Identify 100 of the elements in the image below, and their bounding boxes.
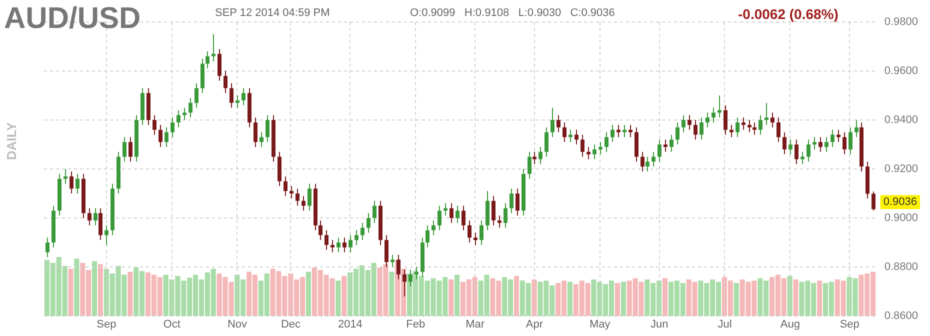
candlestick	[598, 142, 602, 155]
candlestick	[474, 232, 478, 246]
candlestick	[752, 122, 756, 136]
candlestick	[610, 124, 614, 143]
candlestick	[158, 124, 162, 148]
candlestick	[88, 208, 92, 226]
candlestick	[504, 202, 508, 228]
candlestick	[854, 120, 858, 138]
x-tick-label: Jul	[718, 318, 732, 331]
y-tick-label: 0.8600	[884, 310, 918, 322]
candlestick	[556, 114, 560, 133]
candlestick	[324, 230, 328, 250]
candlestick	[640, 151, 644, 172]
candlestick	[438, 205, 442, 231]
x-tick-label: Feb	[406, 318, 426, 331]
candlestick	[236, 95, 240, 108]
candlestick	[492, 195, 496, 226]
candlestick	[104, 224, 108, 246]
y-tick-label: 0.9600	[884, 65, 918, 78]
candlestick	[788, 139, 792, 155]
candlestick	[224, 70, 228, 94]
candlestick	[712, 107, 716, 123]
candlestick	[724, 104, 728, 136]
candlestick	[182, 107, 186, 120]
y-tick-label: 0.9200	[884, 163, 918, 176]
bar	[662, 278, 668, 316]
bar	[567, 282, 572, 316]
candlestick	[450, 202, 454, 224]
candlestick	[98, 208, 102, 241]
candlestick	[414, 266, 418, 280]
annotation: -0.0062 (0.68%)	[738, 6, 838, 22]
candlestick	[360, 222, 364, 241]
candlestick	[76, 173, 80, 194]
candlestick	[296, 188, 300, 206]
candlestick	[290, 186, 294, 199]
candlestick	[516, 188, 520, 216]
candlestick	[806, 139, 810, 162]
candlestick	[308, 183, 312, 212]
y-tick-label: 0.9400	[884, 114, 918, 126]
candlestick	[318, 220, 322, 241]
candlestick	[188, 97, 192, 118]
candlestick	[444, 202, 448, 216]
bar	[68, 268, 74, 316]
candlestick	[676, 122, 680, 145]
candlestick	[736, 117, 740, 138]
candlestick	[354, 230, 358, 246]
text: 0.9036	[883, 196, 918, 208]
x-tick-label: Jun	[650, 318, 668, 331]
candlestick	[284, 176, 288, 196]
bar	[98, 264, 103, 316]
candlestick	[372, 200, 376, 224]
bar	[336, 280, 341, 316]
y-tick-label: 0.8800	[884, 261, 918, 274]
candlestick	[550, 107, 554, 138]
candlestick	[302, 195, 306, 212]
candlestick	[266, 114, 270, 143]
bar	[817, 280, 822, 316]
candlestick	[260, 132, 264, 148]
x-tick-label: Sep	[840, 318, 860, 331]
candlestick	[718, 95, 722, 118]
candlestick	[682, 114, 686, 133]
bar	[614, 282, 620, 316]
candlestick	[348, 234, 352, 253]
candlestick	[748, 120, 752, 133]
y-tick-label: 0.9000	[884, 212, 918, 224]
candlestick	[794, 139, 798, 165]
candlestick	[170, 117, 174, 138]
candlestick	[64, 168, 68, 184]
candlestick	[390, 254, 394, 268]
candlestick	[758, 114, 762, 136]
candlestick	[872, 191, 876, 212]
y-tick-label: 0.9800	[884, 16, 918, 28]
chart-title: AUD/USD	[4, 2, 141, 36]
candlestick	[468, 220, 472, 243]
bar	[448, 279, 454, 316]
candlestick	[812, 136, 816, 150]
candlestick	[176, 110, 180, 128]
x-tick-label: Mar	[466, 318, 485, 331]
y-axis-title: DAILY	[4, 122, 19, 160]
candlestick	[242, 88, 246, 106]
candlestick	[604, 132, 608, 152]
candlestick	[694, 120, 698, 140]
candlestick	[562, 122, 566, 143]
x-tick-label: May	[590, 318, 611, 331]
candlestick	[586, 146, 590, 160]
candlestick	[742, 117, 746, 130]
candlestick	[528, 151, 532, 180]
candlestick	[658, 139, 662, 162]
candlestick	[544, 126, 548, 158]
candlestick	[480, 220, 484, 246]
candlestick	[830, 129, 834, 148]
candlestick	[510, 188, 514, 214]
candlestick	[652, 151, 656, 168]
candlestick	[254, 117, 258, 148]
x-tick-label: 2014	[338, 318, 362, 331]
x-tick-label: Dec	[280, 318, 302, 331]
candlestick	[730, 124, 734, 138]
candlestick	[46, 237, 50, 258]
bar	[454, 274, 460, 316]
x-tick-label: Oct	[163, 318, 180, 331]
